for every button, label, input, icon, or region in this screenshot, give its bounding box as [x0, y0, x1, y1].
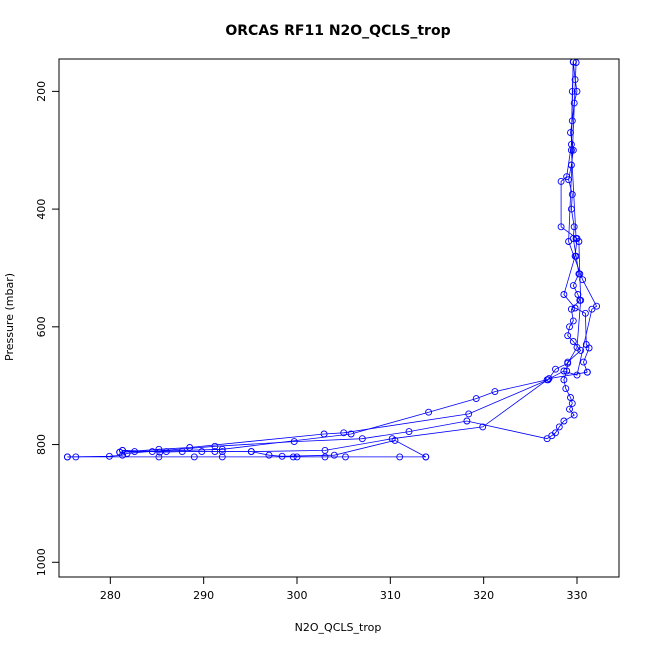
data-point [560, 417, 568, 425]
data-point [290, 438, 298, 446]
data-point [583, 368, 591, 376]
data-point [582, 341, 590, 348]
chart-title: ORCAS RF11 N2O_QCLS_trop [225, 23, 450, 39]
data-point [396, 453, 404, 461]
data-point [580, 358, 587, 366]
data-point [330, 451, 338, 459]
y-tick-label: 1000 [35, 548, 48, 576]
plot-frame [58, 58, 620, 578]
data-point [218, 453, 226, 461]
data-point [563, 173, 571, 181]
data-point [566, 323, 573, 331]
data-point [265, 451, 273, 459]
data-point [198, 448, 206, 456]
data-point [491, 388, 499, 396]
data-point [465, 410, 473, 418]
data-point [560, 291, 568, 298]
data-point [155, 453, 163, 461]
data-point [564, 332, 572, 340]
y-tick-label: 400 [35, 199, 48, 220]
data-point [569, 282, 577, 290]
data-point [581, 309, 589, 317]
y-tick-label: 800 [35, 434, 48, 455]
data-point [105, 452, 113, 460]
data-point [358, 435, 366, 443]
x-tick-label: 280 [100, 589, 121, 602]
data-point [472, 395, 480, 403]
data-point [570, 223, 578, 231]
data-point [571, 304, 579, 312]
data-point [340, 429, 348, 437]
data-point [562, 385, 570, 393]
y-axis-label: Pressure (mbar) [3, 273, 16, 361]
data-point [190, 453, 198, 461]
data-point [247, 448, 255, 456]
data-point [72, 453, 80, 461]
data-point [388, 435, 396, 443]
x-tick-label: 300 [287, 589, 308, 602]
x-axis-label: N2O_QCLS_trop [295, 621, 382, 634]
data-point [567, 146, 575, 154]
data-point [557, 177, 565, 185]
data-point [569, 317, 577, 325]
data-point [425, 408, 433, 416]
x-tick-label: 330 [567, 589, 588, 602]
data-point [568, 87, 576, 95]
x-tick-label: 310 [380, 589, 401, 602]
data-point [573, 87, 581, 95]
data-point [579, 276, 587, 284]
data-point [552, 365, 559, 373]
data-point [575, 238, 583, 245]
data-point [573, 343, 581, 351]
data-point [560, 376, 568, 384]
data-point [479, 423, 487, 431]
x-axis: 280 290 300 310 320 330 [100, 577, 588, 602]
x-tick-label: 290 [193, 589, 214, 602]
data-point [573, 371, 581, 379]
data-point [278, 452, 286, 460]
data-point [570, 411, 578, 419]
data-point [543, 376, 551, 384]
data-point [405, 428, 413, 436]
data-point [557, 223, 565, 231]
data-point [593, 302, 601, 310]
series-line-5 [560, 61, 590, 373]
y-axis: 200 400 600 800 1000 [35, 81, 59, 576]
data-point [116, 448, 124, 456]
data-point [565, 238, 573, 245]
data-point [63, 453, 71, 461]
data-point [342, 453, 349, 461]
data-point [564, 359, 572, 367]
data-point [218, 448, 226, 456]
data-point [568, 190, 576, 198]
y-tick-label: 200 [35, 81, 48, 102]
data-point [347, 430, 355, 438]
series-line-6 [119, 61, 582, 453]
data-point [567, 305, 575, 313]
data-point [463, 417, 471, 425]
data-point [543, 435, 551, 443]
data-point [555, 423, 563, 431]
series-line-7 [119, 62, 598, 453]
data-point [566, 405, 573, 413]
data-point [293, 453, 301, 461]
data-point [560, 367, 568, 375]
data-point [321, 446, 329, 454]
x-tick-label: 320 [473, 589, 494, 602]
data-point [568, 399, 576, 407]
data-point [289, 453, 297, 461]
data-point [577, 296, 585, 304]
data-point [569, 338, 577, 345]
data-point [178, 448, 186, 456]
data-point [321, 453, 329, 461]
data-point [545, 375, 553, 383]
data-point [218, 445, 226, 453]
data-point [155, 445, 163, 453]
plot-area [63, 58, 601, 461]
data-point [422, 453, 430, 461]
y-tick-label: 600 [35, 316, 48, 337]
